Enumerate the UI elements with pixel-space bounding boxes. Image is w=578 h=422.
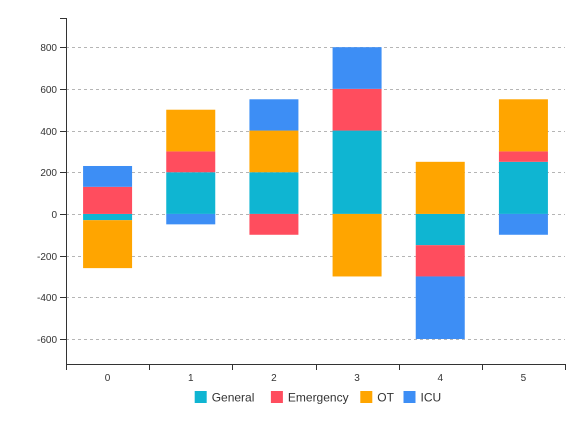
bar-segment[interactable] [498,151,548,162]
y-tick-label: -600 [37,335,57,346]
legend-label: Emergency [288,391,349,405]
legend-swatch [360,391,373,403]
legend-swatch [270,391,283,403]
bar-segment[interactable] [166,172,216,214]
bar-segment[interactable] [415,245,465,277]
legend-item[interactable]: Emergency [270,391,349,405]
bar-segment[interactable] [166,151,216,173]
x-tick-label: 0 [105,373,111,384]
bar-segment[interactable] [83,186,133,214]
bar-segment[interactable] [166,213,216,225]
x-tick-label: 1 [188,373,194,384]
legend-item[interactable]: General [194,391,255,405]
bar-segment[interactable] [249,213,299,235]
x-tick-label: 4 [437,373,443,384]
legend-label: OT [377,391,394,405]
legend-item[interactable]: OT [360,391,395,405]
y-tick-label: 400 [40,127,57,138]
legend-item[interactable]: ICU [403,391,442,405]
y-tick-label: 200 [40,168,57,179]
bar-segment[interactable] [498,161,548,214]
y-tick-label: 0 [51,210,57,221]
bar-segment[interactable] [415,213,465,246]
x-tick-label: 5 [521,373,527,384]
bar-segment[interactable] [332,130,382,214]
bar-segment[interactable] [415,276,465,339]
bar-segment[interactable] [332,88,382,131]
y-tick-label: 800 [40,43,57,54]
bar-segment[interactable] [249,172,299,214]
legend: General Emergency OT ICU [194,391,442,405]
y-tick-label: -200 [37,252,57,263]
bar-segment[interactable] [83,165,133,187]
axes: 800 600 400 200 0 -200 -400 -600 0 1 2 3 4 5 [37,18,566,384]
bar-segment[interactable] [249,130,299,173]
x-tick-label: 2 [271,373,277,384]
bar-segment[interactable] [498,99,548,152]
legend-label: ICU [421,391,442,405]
bar-segment[interactable] [166,109,216,152]
bar-segment[interactable] [332,213,382,277]
y-tick-label: 600 [40,85,57,96]
legend-swatch [194,391,207,403]
y-tick-label: -400 [37,293,57,304]
bar-segment[interactable] [415,161,465,214]
grid-lines [66,47,565,340]
x-tick-label: 3 [354,373,360,384]
bars [83,47,548,339]
bar-segment[interactable] [249,99,299,131]
bar-segment[interactable] [83,213,133,221]
legend-swatch [403,391,416,403]
bar-segment[interactable] [498,213,548,235]
bar-segment[interactable] [83,220,133,269]
bar-segment[interactable] [332,47,382,89]
legend-label: General [212,391,255,405]
